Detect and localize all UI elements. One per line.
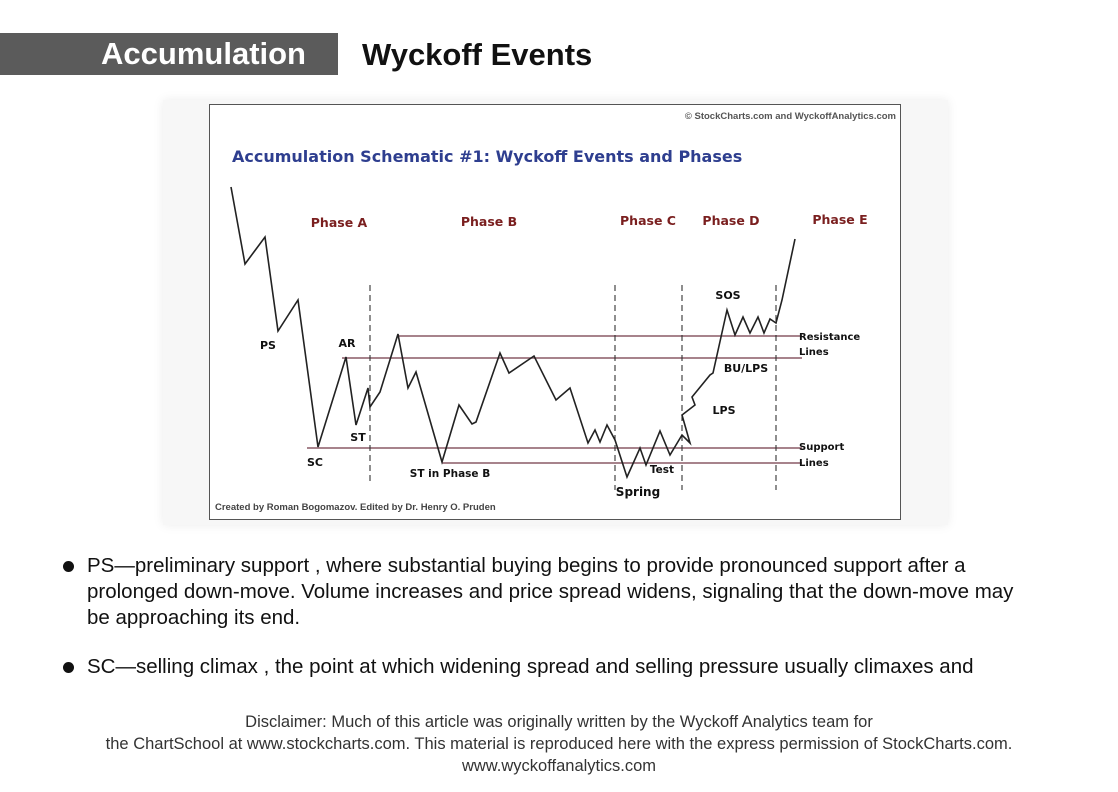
resistance-label-2: Lines xyxy=(799,347,829,358)
phase-c-label: Phase C xyxy=(620,213,676,228)
event-spring-label: Spring xyxy=(616,485,660,499)
section-tab: Accumulation xyxy=(0,33,338,75)
bullet-ps: PS—preliminary support , where substanti… xyxy=(60,553,1090,631)
event-sc-label: SC xyxy=(307,456,323,469)
phase-b-label: Phase B xyxy=(461,214,517,229)
schematic-title: Accumulation Schematic #1: Wyckoff Event… xyxy=(232,147,742,166)
resistance-label-1: Resistance xyxy=(799,332,860,343)
event-sos-label: SOS xyxy=(715,289,740,302)
bullet-sc-line1: SC—selling climax , the point at which w… xyxy=(87,655,974,678)
bullet-sc: SC—selling climax , the point at which w… xyxy=(60,654,1090,680)
page-title: Wyckoff Events xyxy=(362,37,593,72)
bullet-dot xyxy=(63,561,74,572)
accumulation-schematic: © StockCharts.com and WyckoffAnalytics.c… xyxy=(209,104,901,520)
event-bu-lps-label: BU/LPS xyxy=(724,362,768,375)
disclaimer-footer: Disclaimer: Much of this article was ori… xyxy=(0,711,1118,777)
event-st-label: ST xyxy=(350,431,366,444)
schematic-credit: Created by Roman Bogomazov. Edited by Dr… xyxy=(215,502,496,513)
bullet-dot xyxy=(63,662,74,673)
event-lps-label: LPS xyxy=(713,404,736,417)
phase-a-label: Phase A xyxy=(311,215,368,230)
event-test-label: Test xyxy=(650,464,674,476)
figure-card: © StockCharts.com and WyckoffAnalytics.c… xyxy=(163,100,948,525)
bullet-ps-line3: be approaching its end. xyxy=(87,606,301,629)
section-tab-label: Accumulation xyxy=(101,36,306,71)
event-ar-label: AR xyxy=(339,337,357,350)
bullet-ps-line2: prolonged down-move. Volume increases an… xyxy=(87,580,1014,603)
event-st-phase-b-label: ST in Phase B xyxy=(410,468,490,480)
price-path xyxy=(230,186,796,480)
phase-d-label: Phase D xyxy=(702,213,759,228)
disclaimer-line2: the ChartSchool at www.stockcharts.com. … xyxy=(105,735,1013,753)
disclaimer-line1: Disclaimer: Much of this article was ori… xyxy=(245,713,873,731)
bullet-ps-line1: PS—preliminary support , where substanti… xyxy=(87,554,966,577)
phase-e-label: Phase E xyxy=(812,212,867,227)
support-label-2: Lines xyxy=(799,458,829,469)
schematic-svg: © StockCharts.com and WyckoffAnalytics.c… xyxy=(215,111,896,513)
disclaimer-link[interactable]: www.wyckoffanalytics.com xyxy=(461,757,657,775)
schematic-copyright: © StockCharts.com and WyckoffAnalytics.c… xyxy=(685,111,896,122)
bullet-list: PS—preliminary support , where substanti… xyxy=(60,553,1090,703)
event-ps-label: PS xyxy=(260,339,276,352)
support-label-1: Support xyxy=(799,442,844,453)
